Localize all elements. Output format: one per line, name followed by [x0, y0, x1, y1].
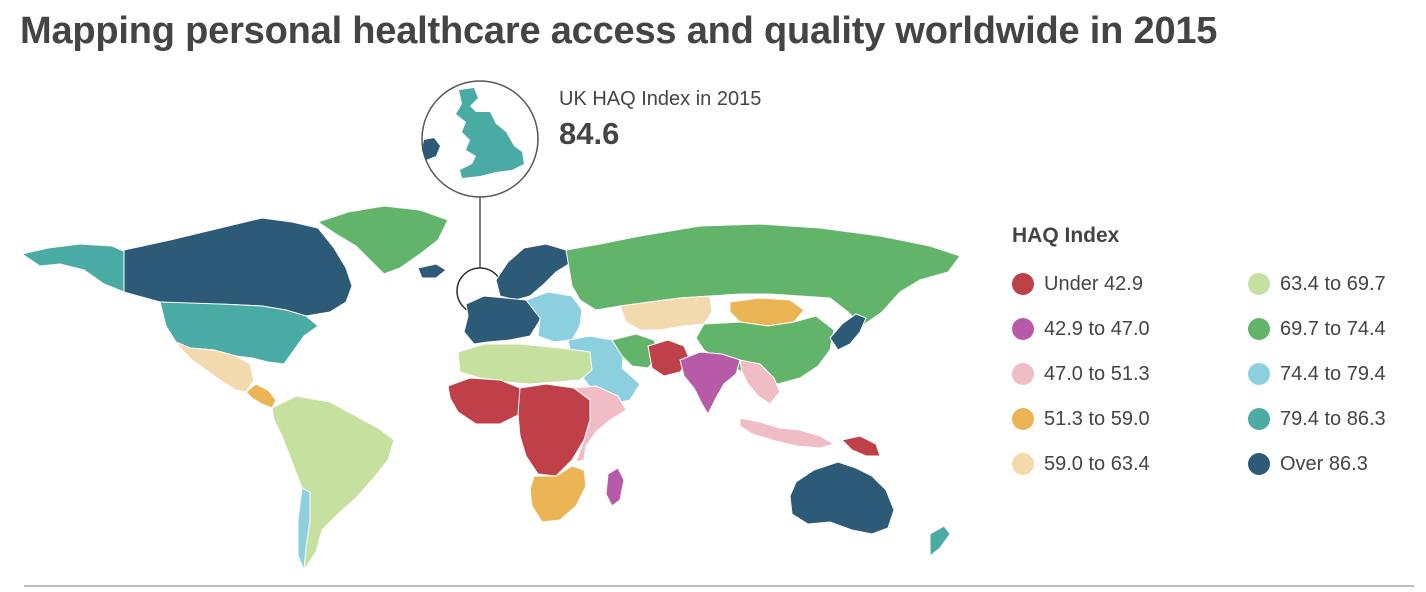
legend-swatch — [1012, 318, 1034, 340]
legend-swatch — [1248, 408, 1270, 430]
map-region-alaska[interactable] — [20, 243, 127, 293]
legend-swatch — [1012, 363, 1034, 385]
legend-swatch — [1248, 318, 1270, 340]
map-region-southern-africa[interactable] — [529, 465, 587, 523]
legend-item: 63.4 to 69.7 — [1248, 270, 1386, 298]
legend-label: 42.9 to 47.0 — [1044, 317, 1150, 340]
legend-item: 74.4 to 79.4 — [1248, 360, 1386, 388]
map-region-canada[interactable] — [123, 217, 353, 317]
map-region-eastern-europe[interactable] — [525, 291, 583, 343]
map-region-australia[interactable] — [789, 461, 895, 535]
map-region-india[interactable] — [679, 351, 741, 416]
legend-label: 74.4 to 79.4 — [1280, 362, 1386, 385]
map-region-south-america[interactable] — [271, 395, 395, 572]
map-region-korea-and-japan[interactable] — [829, 313, 867, 351]
map-region-new-zealand[interactable] — [929, 525, 951, 558]
legend-swatch — [1248, 273, 1270, 295]
legend-swatch — [1012, 273, 1034, 295]
legend-swatch — [1248, 453, 1270, 475]
legend-item: 42.9 to 47.0 — [1012, 315, 1150, 343]
callout-uk-shape — [456, 88, 524, 178]
legend-label: 47.0 to 51.3 — [1044, 362, 1150, 385]
callout-value: 84.6 — [559, 116, 620, 151]
legend-item: 47.0 to 51.3 — [1012, 360, 1150, 388]
map-region-papua-new-guinea[interactable] — [841, 435, 881, 457]
legend: Under 42.9 42.9 to 47.0 47.0 to 51.3 51.3 t… — [1012, 270, 1412, 490]
legend-swatch — [1012, 453, 1034, 475]
map-region-western-europe[interactable] — [463, 295, 541, 345]
callout-ireland-shape — [422, 138, 440, 160]
map-region-southeast-asia[interactable] — [739, 359, 781, 405]
bottom-divider — [24, 585, 1414, 587]
legend-swatch — [1248, 363, 1270, 385]
legend-item: 59.0 to 63.4 — [1012, 450, 1150, 478]
map-region-central-america[interactable] — [245, 383, 277, 409]
legend-label: Over 86.3 — [1280, 452, 1368, 475]
legend-label: 79.4 to 86.3 — [1280, 407, 1386, 430]
map-region-madagascar[interactable] — [605, 467, 625, 507]
map-region-iceland[interactable] — [417, 263, 447, 279]
legend-title: HAQ Index — [1012, 224, 1120, 247]
page-title: Mapping personal healthcare access and q… — [20, 10, 1218, 52]
map-region-central-africa[interactable] — [517, 383, 591, 477]
legend-label: Under 42.9 — [1044, 272, 1143, 295]
legend-item: Under 42.9 — [1012, 270, 1143, 298]
legend-item: Over 86.3 — [1248, 450, 1368, 478]
legend-label: 51.3 to 59.0 — [1044, 407, 1150, 430]
callout-label: UK HAQ Index in 2015 — [559, 88, 762, 110]
map-region-scandinavia[interactable] — [495, 243, 573, 301]
map-region-greenland[interactable] — [316, 205, 449, 275]
map-region-chile[interactable] — [297, 487, 311, 571]
world-map — [20, 80, 961, 572]
legend-label: 59.0 to 63.4 — [1044, 452, 1150, 475]
legend-item: 69.7 to 74.4 — [1248, 315, 1386, 343]
legend-item: 51.3 to 59.0 — [1012, 405, 1150, 433]
map-regions — [20, 205, 961, 572]
legend-swatch — [1012, 408, 1034, 430]
legend-label: 69.7 to 74.4 — [1280, 317, 1386, 340]
map-region-north-africa[interactable] — [457, 343, 593, 385]
map-region-east-africa[interactable] — [572, 385, 627, 463]
legend-item: 79.4 to 86.3 — [1248, 405, 1386, 433]
legend-label: 63.4 to 69.7 — [1280, 272, 1386, 295]
map-region-indonesia[interactable] — [739, 417, 836, 449]
